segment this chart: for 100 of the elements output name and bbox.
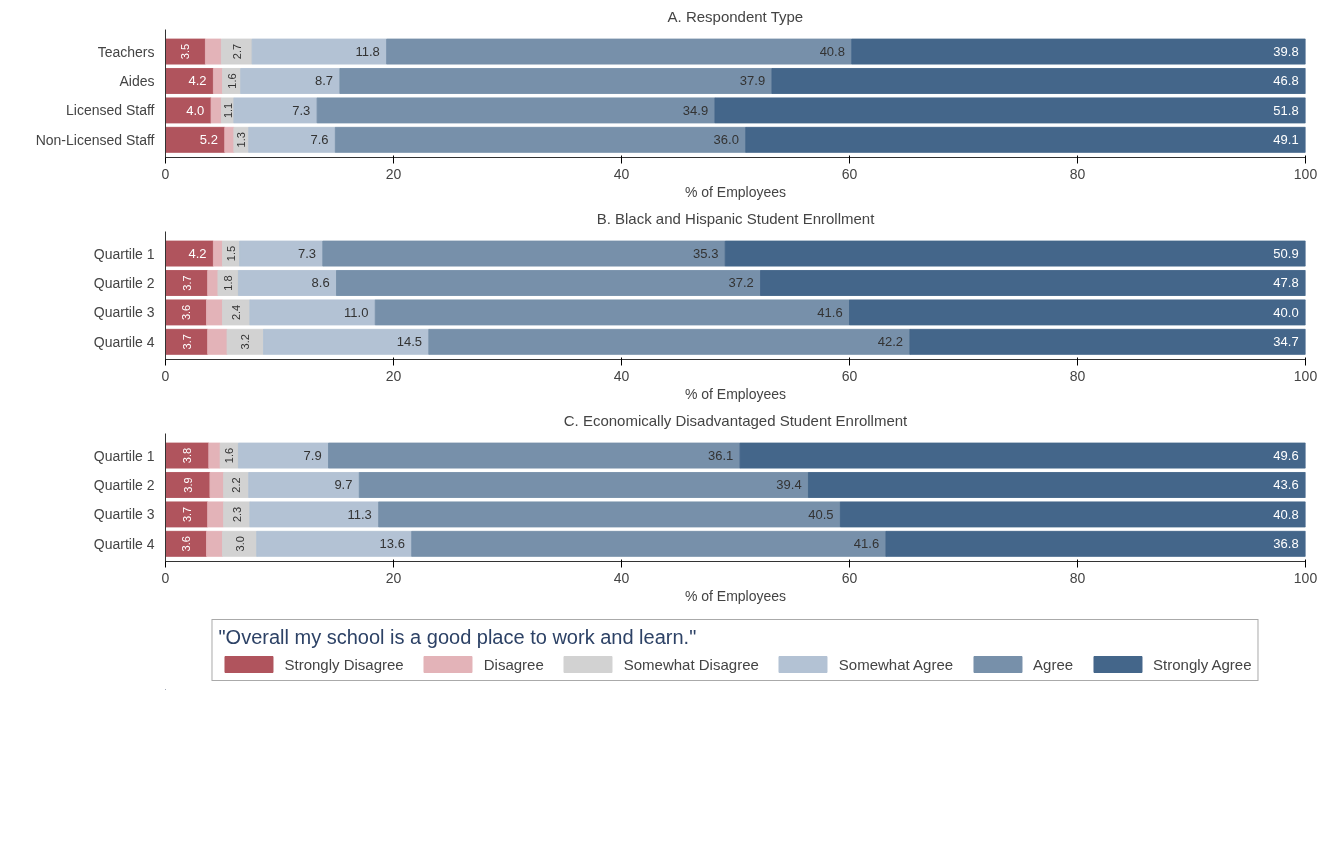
data-label: 40.8: [819, 44, 845, 60]
legend-label: Agree: [1033, 654, 1074, 674]
data-label: 5.2: [199, 132, 218, 148]
data-label: 39.8: [1273, 44, 1299, 60]
x-tick-label: 100: [1293, 367, 1318, 384]
y-tick-label: Non-Licensed Staff: [35, 131, 155, 148]
data-label: 11.3: [347, 506, 372, 522]
bar: [760, 269, 1306, 296]
bar: [849, 299, 1306, 326]
data-label: 47.8: [1273, 275, 1299, 291]
bar: [222, 299, 251, 326]
y-tick-label: Quartile 4: [93, 535, 155, 552]
data-label: 3.7: [180, 334, 193, 350]
data-label: 7.3: [292, 102, 311, 118]
y-tick-label: Quartile 1: [93, 245, 155, 262]
bar: [386, 38, 853, 65]
bar: [165, 328, 209, 355]
x-tick-label: 60: [841, 569, 858, 586]
data-label: 36.0: [713, 132, 739, 148]
data-label: 43.6: [1273, 477, 1299, 493]
x-tick-label: 40: [613, 569, 630, 586]
bar: [249, 299, 376, 326]
data-label: 1.5: [225, 245, 238, 262]
x-tick-label: 80: [1069, 165, 1086, 182]
bar: [411, 530, 887, 557]
data-label: 11.0: [344, 304, 369, 320]
bar: [220, 38, 253, 65]
bar: [885, 530, 1306, 557]
bar: [210, 97, 222, 124]
bar: [165, 471, 211, 498]
x-tick-label: 0: [161, 569, 170, 586]
data-label: 37.2: [728, 275, 754, 291]
x-tick-label: 60: [841, 165, 858, 182]
bar: [322, 240, 726, 267]
bar: [336, 269, 762, 296]
x-tick-label: 80: [1069, 569, 1086, 586]
bar: [165, 67, 214, 94]
x-tick-label: 40: [613, 367, 630, 384]
bar: [165, 126, 226, 153]
legend-label: Somewhat Disagree: [623, 654, 759, 674]
bar: [165, 299, 208, 326]
data-label: 7.9: [303, 448, 322, 464]
bar: [165, 38, 206, 65]
x-axis-title: % of Employees: [684, 183, 787, 200]
bar: [745, 126, 1306, 153]
data-label: 9.7: [334, 477, 353, 493]
data-label: 37.9: [739, 73, 766, 89]
x-axis-title: % of Employees: [684, 587, 787, 604]
bar: [256, 530, 413, 557]
bar: [237, 442, 330, 469]
bar: [206, 530, 223, 557]
legend-label: Disagree: [483, 654, 544, 674]
bar: [328, 442, 741, 469]
bar: [223, 501, 251, 528]
x-tick-label: 20: [385, 165, 402, 182]
bar: [165, 97, 212, 124]
x-axis-title: % of Employees: [684, 385, 787, 402]
data-label: 11.8: [355, 44, 380, 60]
bar: [212, 240, 223, 267]
data-label: 34.9: [682, 102, 709, 118]
data-label: 3.9: [181, 477, 194, 493]
data-label: 7.6: [310, 132, 329, 148]
bar: [251, 38, 388, 65]
bar: [207, 328, 228, 355]
bar: [339, 67, 773, 94]
bar: [165, 240, 214, 267]
bar: [237, 269, 337, 296]
x-tick-label: 0: [161, 367, 170, 384]
data-label: 40.8: [1273, 506, 1299, 522]
bar: [909, 328, 1306, 355]
x-tick-label: 40: [613, 165, 630, 182]
bar: [209, 471, 225, 498]
data-label: 50.9: [1273, 246, 1299, 262]
x-tick-label: 20: [385, 367, 402, 384]
bar: [239, 240, 324, 267]
x-tick-label: 0: [161, 165, 170, 182]
bar: [207, 501, 225, 528]
bar: [839, 501, 1306, 528]
data-label: 46.8: [1273, 73, 1299, 89]
data-label: 35.3: [693, 246, 719, 262]
data-label: 34.7: [1273, 334, 1299, 350]
y-tick-label: Quartile 3: [93, 506, 155, 523]
data-label: 8.6: [311, 275, 330, 291]
data-label: 13.6: [379, 536, 405, 552]
bar: [240, 67, 341, 94]
data-label: 36.1: [707, 448, 734, 464]
data-label: 2.4: [230, 304, 243, 321]
data-label: 4.2: [188, 73, 207, 89]
data-label: 1.6: [225, 73, 238, 89]
y-tick-label: Aides: [119, 72, 155, 89]
data-label: 1.1: [221, 102, 234, 119]
bar: [204, 38, 222, 65]
bar: [165, 501, 209, 528]
bar: [316, 97, 716, 124]
data-label: 41.6: [853, 536, 880, 552]
data-label: 49.6: [1273, 448, 1299, 464]
bar: [724, 240, 1306, 267]
y-tick-label: Quartile 2: [93, 476, 155, 493]
x-tick-label: 100: [1293, 569, 1318, 586]
data-label: 3.0: [233, 536, 246, 552]
